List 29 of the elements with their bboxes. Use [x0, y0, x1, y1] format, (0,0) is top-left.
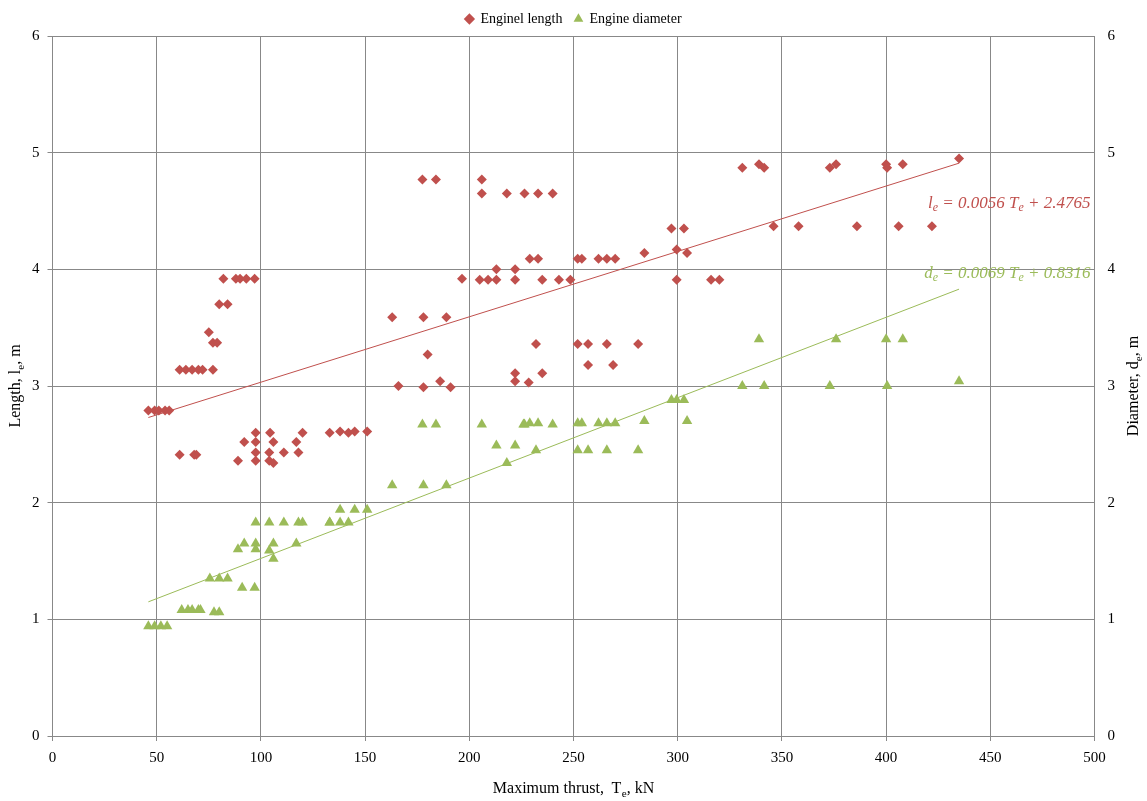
- x-tick-label: 300: [666, 748, 689, 765]
- y2-tick-label: 6: [1107, 26, 1116, 43]
- y2-tick-label: 1: [1107, 610, 1115, 627]
- x-tick-label: 250: [562, 748, 585, 765]
- x-tick-label: 500: [1083, 748, 1106, 765]
- x-tick-label: 200: [458, 748, 481, 765]
- y2-tick-label: 5: [1107, 143, 1115, 160]
- y2-tick-label: 0: [1107, 726, 1115, 743]
- y2-axis-title: Diameter, de, m: [1124, 335, 1144, 437]
- y2-tick-label: 4: [1107, 260, 1116, 277]
- y-tick-label: 1: [32, 610, 40, 627]
- y-tick-label: 0: [32, 726, 40, 743]
- x-tick-label: 50: [149, 748, 165, 765]
- x-tick-label: 450: [979, 748, 1002, 765]
- x-tick-label: 150: [353, 748, 377, 765]
- x-tick-label: 100: [249, 748, 273, 765]
- y-tick-label: 2: [32, 493, 40, 510]
- x-tick-label: 350: [770, 748, 794, 765]
- y2-tick-label: 2: [1107, 493, 1115, 510]
- legend-label: Enginel length: [480, 10, 563, 26]
- y-tick-label: 3: [32, 376, 40, 393]
- x-tick-label: 400: [874, 748, 898, 765]
- x-tick-label: 0: [48, 748, 57, 765]
- legend-label: Engine diameter: [589, 10, 682, 26]
- y-tick-label: 5: [32, 143, 40, 160]
- y-tick-label: 4: [32, 260, 40, 277]
- y2-tick-label: 3: [1107, 376, 1115, 393]
- y-axis-title: Length, le, m: [6, 343, 26, 428]
- y-tick-label: 6: [32, 26, 40, 43]
